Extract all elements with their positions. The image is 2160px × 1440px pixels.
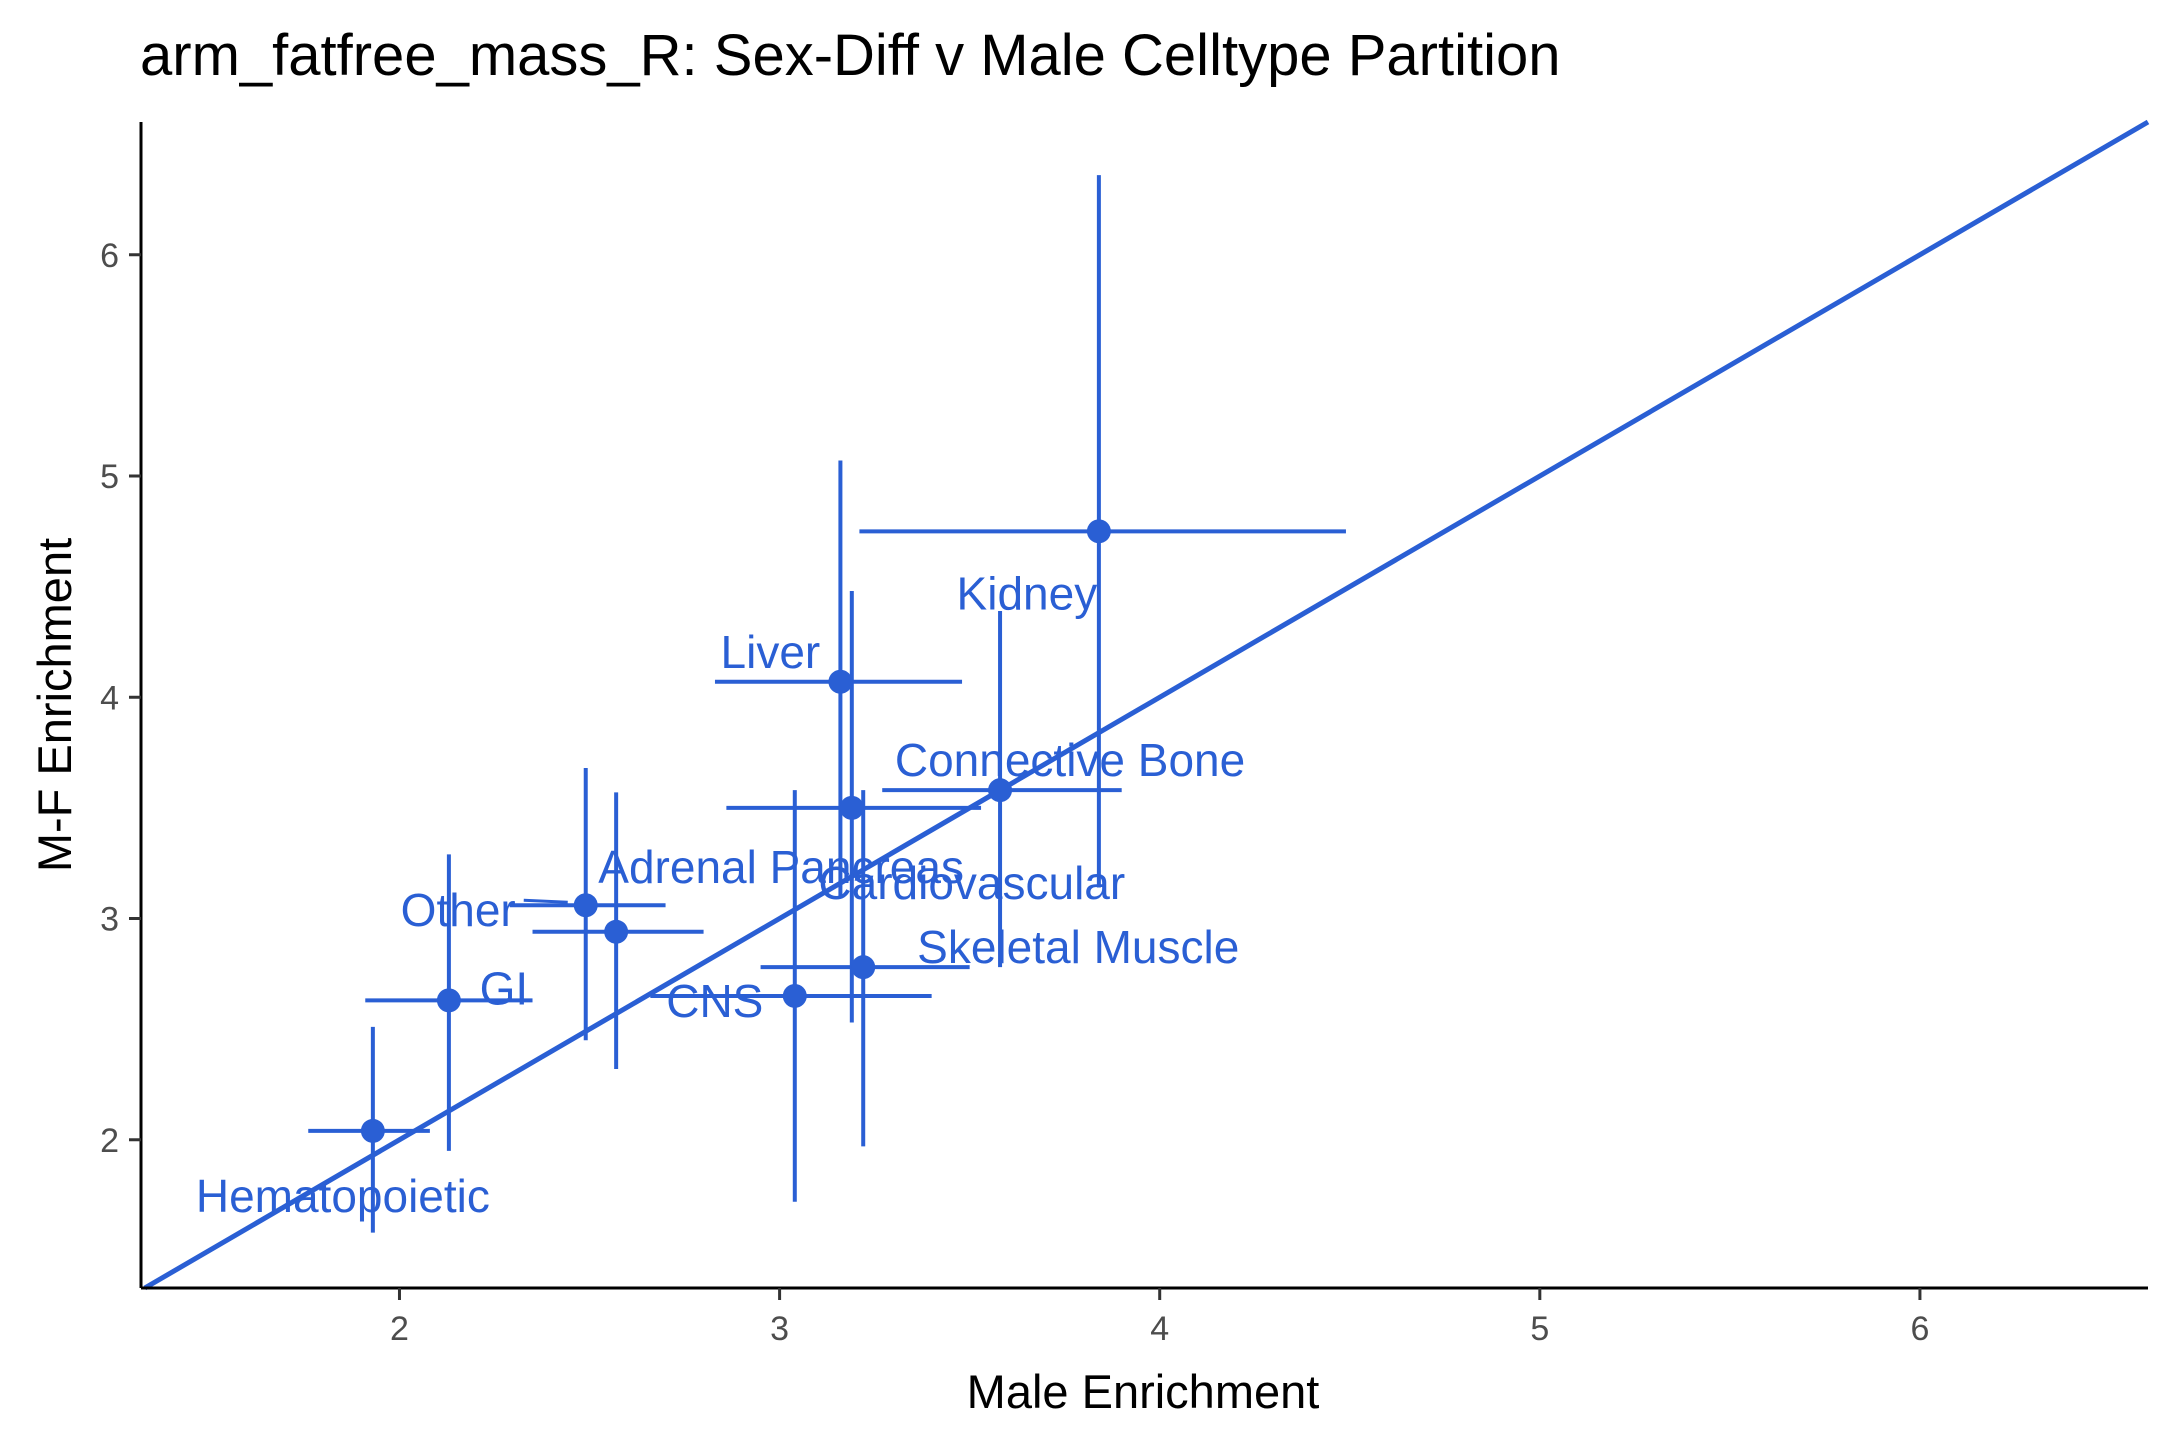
data-point [436, 988, 461, 1013]
data-point [851, 955, 876, 980]
data-point [828, 669, 853, 694]
y-tick-label: 6 [100, 237, 119, 275]
y-tick-label: 5 [100, 458, 119, 496]
y-tick-label: 3 [100, 901, 119, 939]
y-axis-title: M-F Enrichment [28, 538, 81, 872]
data-point [839, 795, 864, 820]
x-tick-label: 6 [1910, 1310, 1929, 1348]
point-label: CNS [666, 975, 763, 1027]
data-point [1086, 519, 1111, 544]
x-tick-label: 4 [1150, 1310, 1169, 1348]
chart-title: arm_fatfree_mass_R: Sex-Diff v Male Cell… [140, 23, 1561, 88]
data-point [988, 778, 1013, 803]
point-label: Cardiovascular [818, 857, 1125, 909]
point-label: Kidney [957, 567, 1098, 619]
point-label: Liver [721, 626, 821, 678]
x-tick-label: 3 [770, 1310, 789, 1348]
y-tick-label: 4 [100, 679, 119, 717]
point-label: Adrenal Pancreas [598, 841, 964, 893]
identity-reference-line [143, 119, 2150, 1291]
point-label: Connective Bone [895, 734, 1245, 786]
x-tick-label: 2 [390, 1310, 409, 1348]
x-axis-title: Male Enrichment [967, 1365, 1320, 1418]
point-label: Hematopoietic [196, 1170, 490, 1222]
data-point [604, 919, 629, 944]
point-label: Other [401, 884, 516, 936]
data-point [782, 983, 807, 1008]
y-tick-label: 2 [100, 1122, 119, 1160]
label-leader-line [523, 898, 568, 904]
point-label: GI [480, 962, 529, 1014]
point-label: Skeletal Muscle [917, 921, 1239, 973]
x-tick-label: 5 [1530, 1310, 1549, 1348]
data-point [360, 1118, 385, 1143]
data-point [573, 893, 598, 918]
